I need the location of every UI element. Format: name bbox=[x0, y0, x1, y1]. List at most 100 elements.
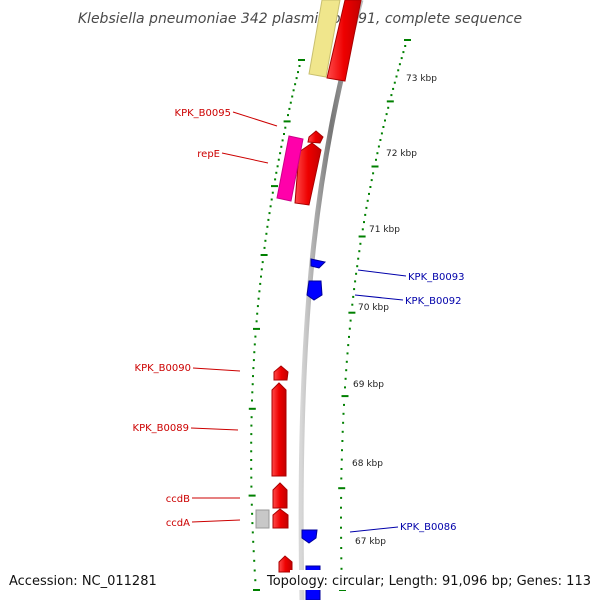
kbp-label: 69 kbp bbox=[353, 380, 384, 390]
tick-mark bbox=[252, 359, 255, 362]
tick-mark bbox=[340, 516, 342, 519]
tick-mark bbox=[252, 540, 255, 543]
tick-mark bbox=[251, 531, 254, 534]
gene-kpk-b0093 bbox=[310, 258, 327, 269]
tick-mark bbox=[291, 95, 294, 98]
tick-mark bbox=[340, 468, 343, 470]
tick-mark bbox=[256, 305, 259, 308]
tick-mark bbox=[251, 399, 253, 402]
kbp-label: 68 kbp bbox=[352, 459, 383, 469]
tick-mark bbox=[250, 416, 253, 419]
yellow-feature bbox=[308, 0, 341, 78]
tick-mark bbox=[254, 335, 257, 338]
tick-mark bbox=[364, 213, 367, 216]
tick-mark bbox=[250, 424, 253, 427]
tick-mark bbox=[283, 120, 291, 123]
tick-mark bbox=[267, 218, 270, 221]
gene-label: KPK_B0093 bbox=[408, 272, 464, 283]
gene-kpk-b0089 bbox=[271, 382, 287, 477]
tick-mark bbox=[248, 494, 256, 497]
tick-mark bbox=[250, 476, 253, 479]
tick-mark bbox=[253, 569, 256, 572]
gene-label: ccdB bbox=[166, 494, 190, 505]
gene-bottom-forward bbox=[278, 555, 293, 573]
tick-mark bbox=[366, 199, 369, 202]
tick-mark bbox=[252, 367, 255, 370]
tick-mark bbox=[292, 89, 295, 92]
tick-mark bbox=[298, 59, 305, 61]
tick-mark bbox=[271, 185, 278, 188]
tick-mark bbox=[253, 589, 260, 591]
tick-mark bbox=[365, 206, 368, 209]
tick-mark bbox=[393, 81, 396, 84]
tick-mark bbox=[402, 51, 405, 54]
tick-mark bbox=[376, 152, 379, 155]
tick-mark bbox=[345, 369, 348, 372]
tick-mark bbox=[342, 412, 345, 415]
tick-mark bbox=[380, 132, 383, 135]
tick-mark bbox=[340, 547, 343, 549]
tick-mark bbox=[298, 65, 301, 67]
leader-line bbox=[354, 294, 404, 301]
tick-mark bbox=[343, 403, 345, 406]
gene-ccda bbox=[272, 508, 289, 529]
gene-top-forward bbox=[326, 0, 362, 82]
tick-mark bbox=[284, 126, 287, 129]
tick-mark bbox=[256, 312, 259, 315]
tick-marks bbox=[248, 39, 411, 591]
tick-mark bbox=[347, 344, 350, 347]
tick-mark bbox=[395, 75, 398, 78]
tick-mark bbox=[398, 63, 401, 66]
tick-mark bbox=[352, 295, 355, 298]
tick-mark bbox=[258, 290, 261, 293]
magenta-feature bbox=[276, 135, 304, 202]
tick-mark bbox=[274, 178, 277, 181]
tick-mark bbox=[340, 526, 342, 529]
tick-mark bbox=[269, 205, 272, 208]
tick-mark bbox=[404, 39, 411, 41]
leader-line bbox=[232, 111, 278, 127]
tick-mark bbox=[281, 139, 284, 142]
gene-label: KPK_B0086 bbox=[400, 522, 456, 533]
tick-mark bbox=[338, 487, 346, 490]
tick-mark bbox=[288, 107, 291, 110]
tick-mark bbox=[266, 225, 269, 228]
tick-mark bbox=[277, 158, 280, 161]
tick-mark bbox=[253, 327, 260, 330]
tick-mark bbox=[358, 250, 361, 253]
tick-mark bbox=[252, 375, 254, 378]
tick-mark bbox=[387, 106, 390, 109]
gene-kpk-b0086 bbox=[301, 529, 318, 544]
tick-mark bbox=[348, 335, 350, 338]
tick-mark bbox=[340, 496, 343, 499]
tick-mark bbox=[268, 212, 271, 215]
gene-label: KPK_B0089 bbox=[133, 423, 189, 434]
tick-mark bbox=[260, 268, 263, 271]
footer-left-bg bbox=[6, 570, 162, 590]
tick-mark bbox=[340, 458, 343, 461]
tick-mark bbox=[392, 87, 395, 90]
gene-label: ccdA bbox=[166, 518, 190, 529]
tick-mark bbox=[255, 320, 258, 323]
gene-kpk-b0095 bbox=[307, 130, 324, 144]
tick-mark bbox=[348, 327, 351, 330]
tick-mark bbox=[386, 100, 394, 103]
kbp-label: 72 kbp bbox=[386, 149, 417, 159]
summary-text: Topology: circular; Length: 91,096 bp; G… bbox=[266, 574, 591, 589]
tick-mark bbox=[349, 319, 352, 322]
tick-mark bbox=[358, 235, 366, 238]
tick-mark bbox=[340, 477, 343, 480]
tick-mark bbox=[372, 172, 375, 175]
tick-mark bbox=[251, 512, 254, 515]
gene-label: repE bbox=[197, 149, 220, 160]
tick-mark bbox=[270, 198, 273, 201]
tick-mark bbox=[355, 272, 358, 275]
tick-mark bbox=[275, 171, 278, 174]
tick-mark bbox=[368, 192, 370, 195]
map-title: Klebsiella pneumoniae 342 plasmid pKP91,… bbox=[78, 11, 522, 27]
gene-repe bbox=[294, 142, 322, 206]
tick-mark bbox=[271, 191, 274, 194]
tick-mark bbox=[294, 83, 297, 86]
